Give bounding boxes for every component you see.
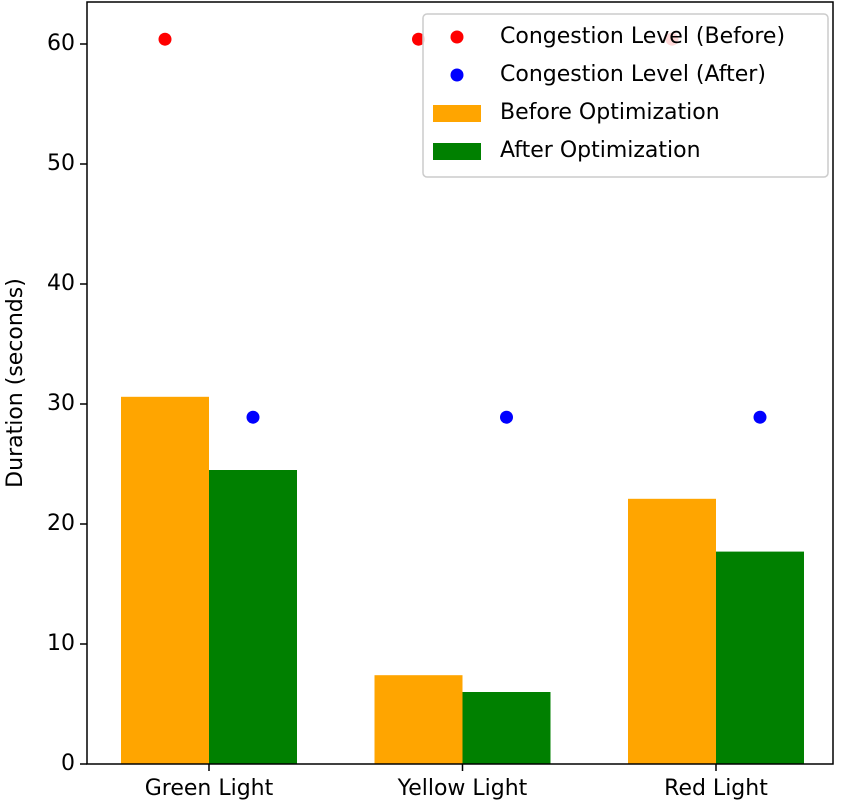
y-tick-label: 50 — [47, 151, 75, 176]
bar — [209, 470, 297, 764]
bar — [121, 396, 209, 764]
legend-label: Before Optimization — [500, 100, 720, 125]
legend-marker — [450, 68, 464, 82]
axes-frame — [86, 1, 834, 765]
bar — [374, 675, 463, 764]
legend: Congestion Level (Before) Congestion Leve… — [422, 13, 829, 178]
legend-marker — [433, 143, 481, 160]
legend-label: Congestion Level (After) — [500, 62, 766, 87]
bar — [462, 692, 551, 764]
legend-label: Congestion Level (Before) — [500, 24, 785, 49]
bar — [628, 498, 716, 764]
y-tick-label: 60 — [47, 31, 75, 56]
y-axis-label: Duration (seconds) — [3, 278, 28, 488]
legend-marker — [450, 30, 464, 44]
x-tick-label: Green Light — [145, 776, 274, 801]
y-tick-label: 30 — [47, 391, 75, 416]
y-tick-label: 10 — [47, 631, 75, 656]
scatter-point — [412, 32, 425, 46]
x-tick-label: Red Light — [664, 776, 768, 801]
scatter-point — [158, 32, 172, 46]
bar — [716, 551, 804, 764]
scatter-point — [500, 410, 513, 424]
y-tick-label: 40 — [47, 271, 75, 296]
y-tick-label: 20 — [47, 511, 75, 536]
scatter-point — [246, 410, 260, 424]
scatter-point — [753, 410, 767, 424]
x-tick-label: Yellow Light — [397, 776, 528, 801]
legend-box — [422, 13, 829, 178]
legend-label: After Optimization — [500, 138, 701, 163]
y-tick-label: 0 — [61, 751, 75, 776]
legend-marker — [433, 105, 481, 122]
